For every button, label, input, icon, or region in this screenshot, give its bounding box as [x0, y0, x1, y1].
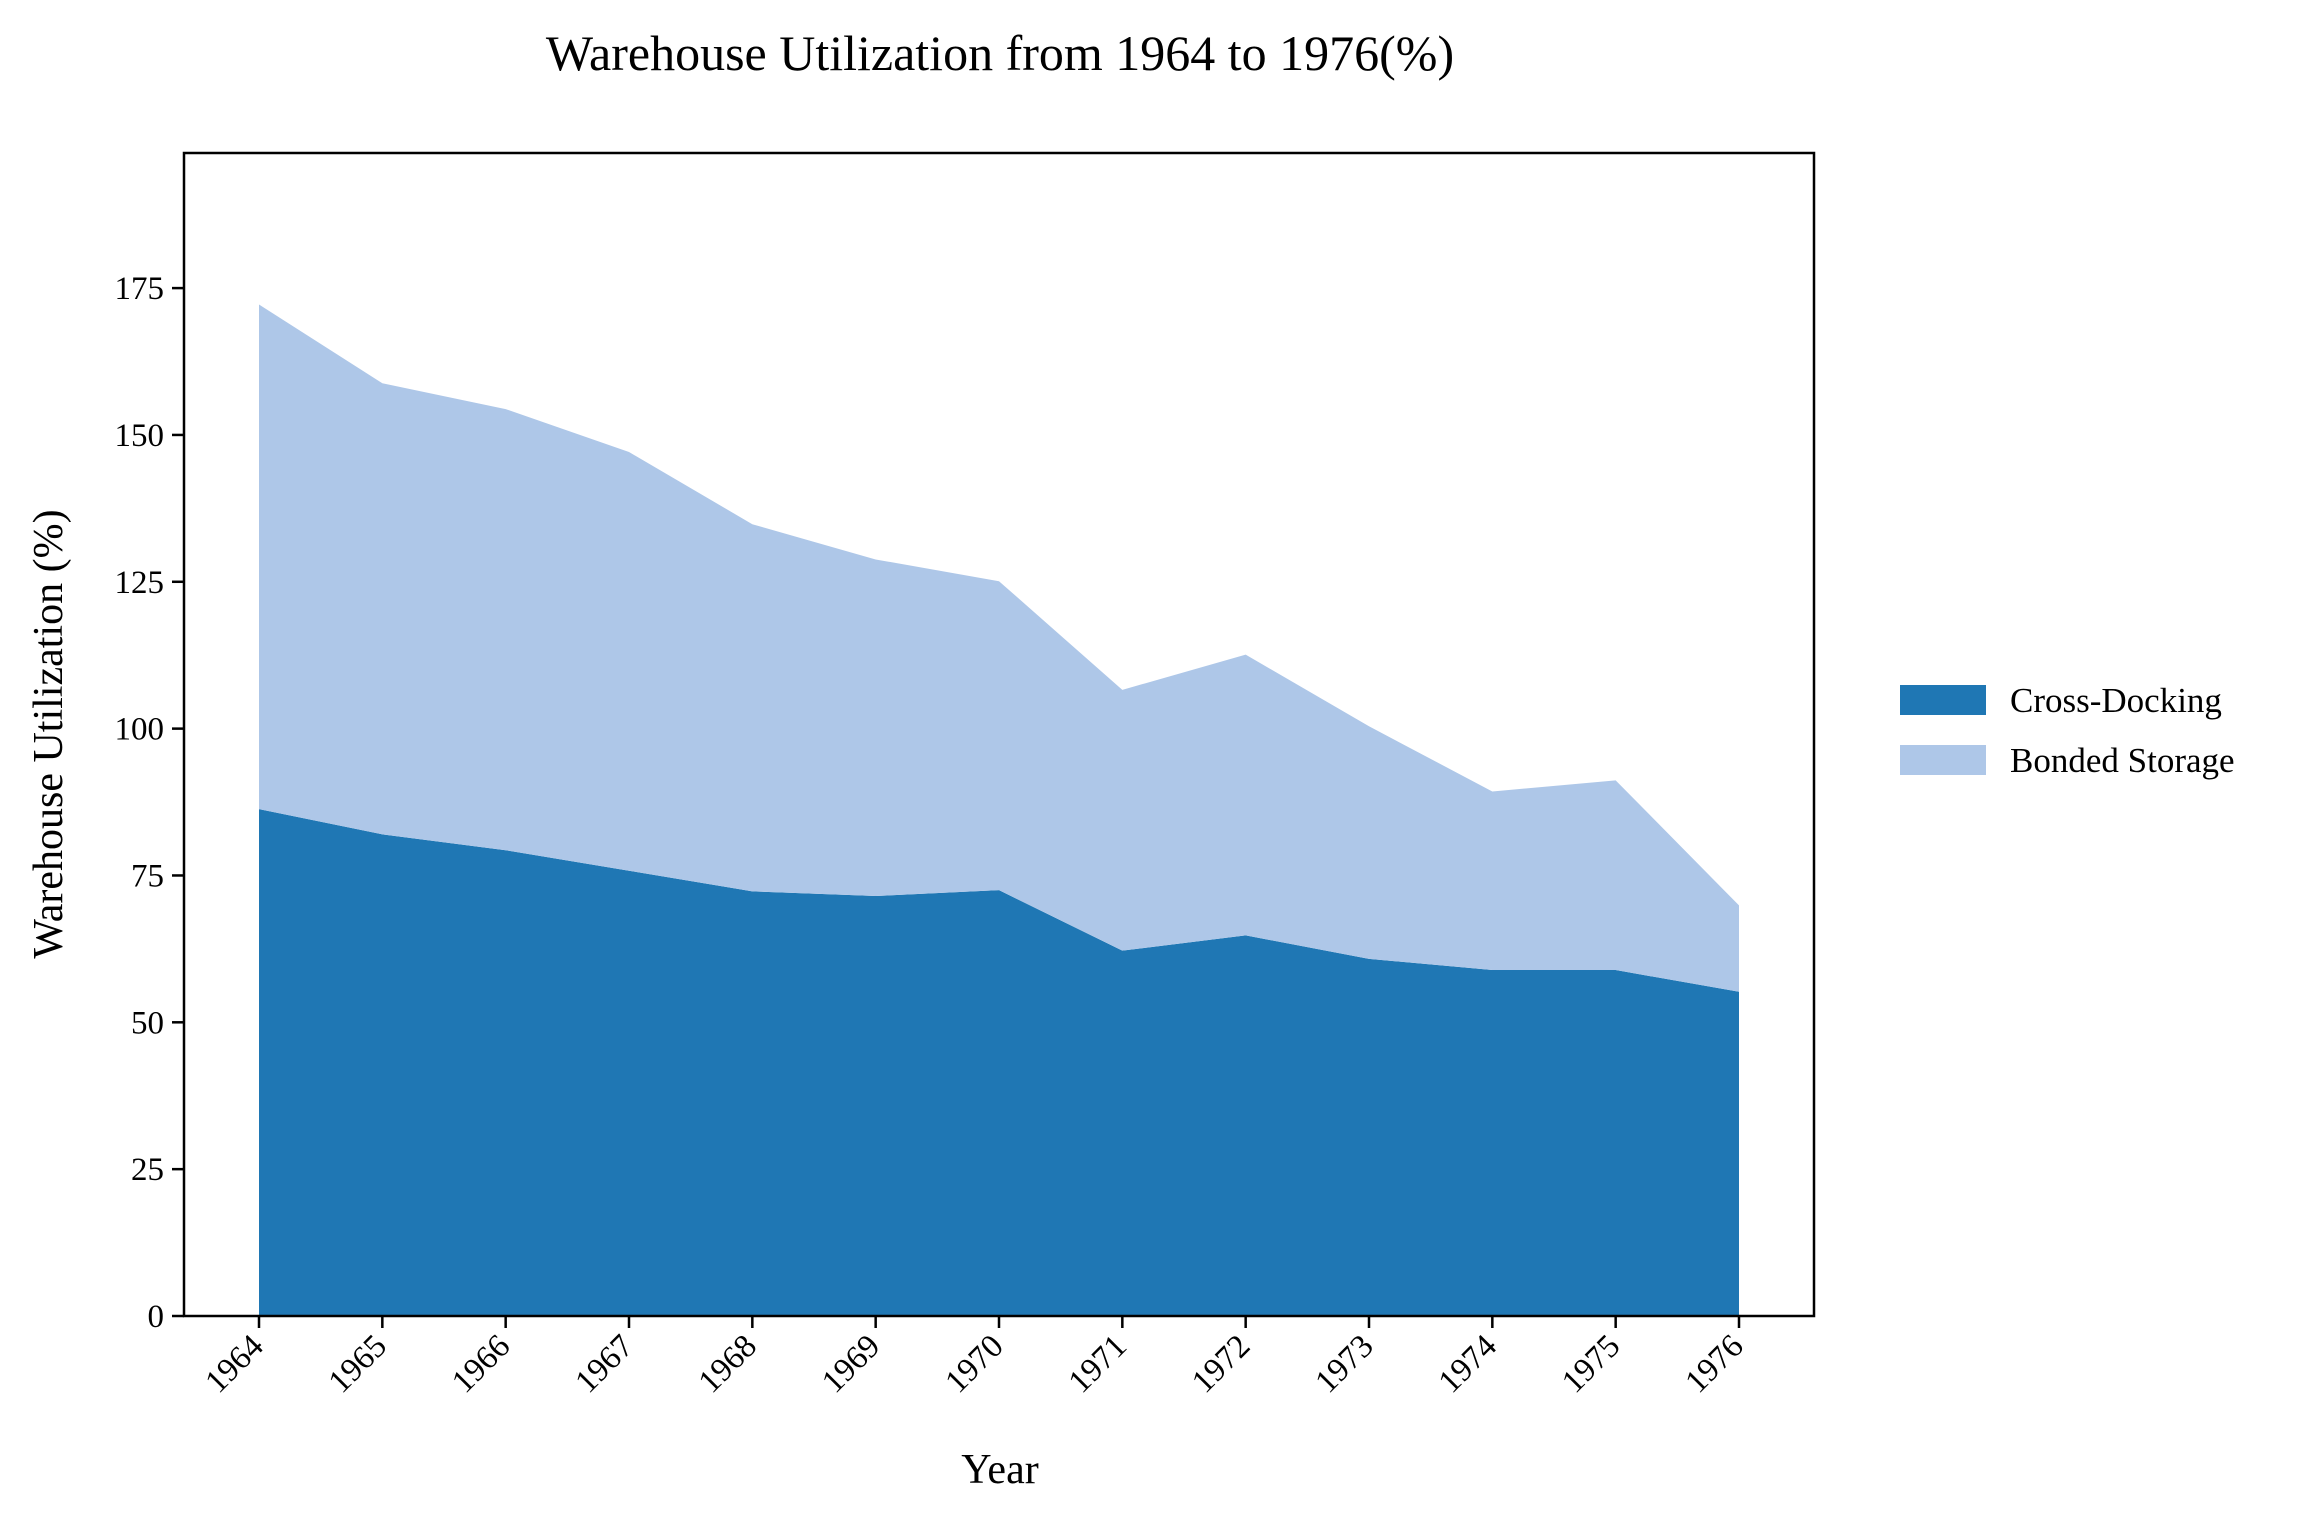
x-tick-label: 1969	[815, 1328, 887, 1400]
x-tick-label: 1965	[322, 1328, 394, 1400]
y-tick-label: 175	[115, 271, 165, 307]
y-tick-label: 0	[148, 1299, 165, 1335]
x-tick-label: 1967	[569, 1328, 641, 1400]
y-tick-label: 125	[115, 565, 165, 601]
y-tick-label: 100	[115, 712, 165, 748]
x-tick-label: 1975	[1555, 1328, 1627, 1400]
x-tick-label: 1972	[1185, 1328, 1257, 1400]
y-tick-label: 50	[131, 1005, 164, 1041]
chart-title: Warehouse Utilization from 1964 to 1976(…	[546, 25, 1454, 81]
area-bonded-storage	[259, 304, 1739, 992]
x-tick-label: 1973	[1309, 1328, 1381, 1400]
y-tick-label: 150	[115, 418, 165, 454]
legend: Cross-Docking Bonded Storage	[1900, 681, 2235, 780]
area-series-group	[259, 304, 1739, 1316]
x-tick-label: 1971	[1062, 1328, 1134, 1400]
x-tick-label: 1974	[1432, 1328, 1504, 1400]
legend-label: Cross-Docking	[2010, 681, 2222, 720]
area-cross-docking	[259, 809, 1739, 1316]
y-tick-label: 25	[131, 1152, 164, 1188]
x-axis: 1964 1965 1966 1967 1968 1969 1970 1971 1972 1973…	[199, 1316, 1751, 1400]
y-axis-title: Warehouse Utilization (%)	[26, 509, 72, 958]
x-tick-label: 1966	[445, 1328, 517, 1400]
legend-swatch	[1900, 745, 1986, 775]
y-axis: 0 25 50 75 100 125 150 175	[115, 271, 184, 1335]
x-axis-title: Year	[961, 1447, 1038, 1493]
legend-swatch	[1900, 685, 1986, 715]
y-tick-label: 75	[131, 858, 164, 894]
x-tick-label: 1964	[199, 1328, 271, 1400]
x-tick-label: 1968	[692, 1328, 764, 1400]
x-tick-label: 1970	[939, 1328, 1011, 1400]
legend-label: Bonded Storage	[2010, 741, 2235, 780]
x-tick-label: 1976	[1679, 1328, 1751, 1400]
